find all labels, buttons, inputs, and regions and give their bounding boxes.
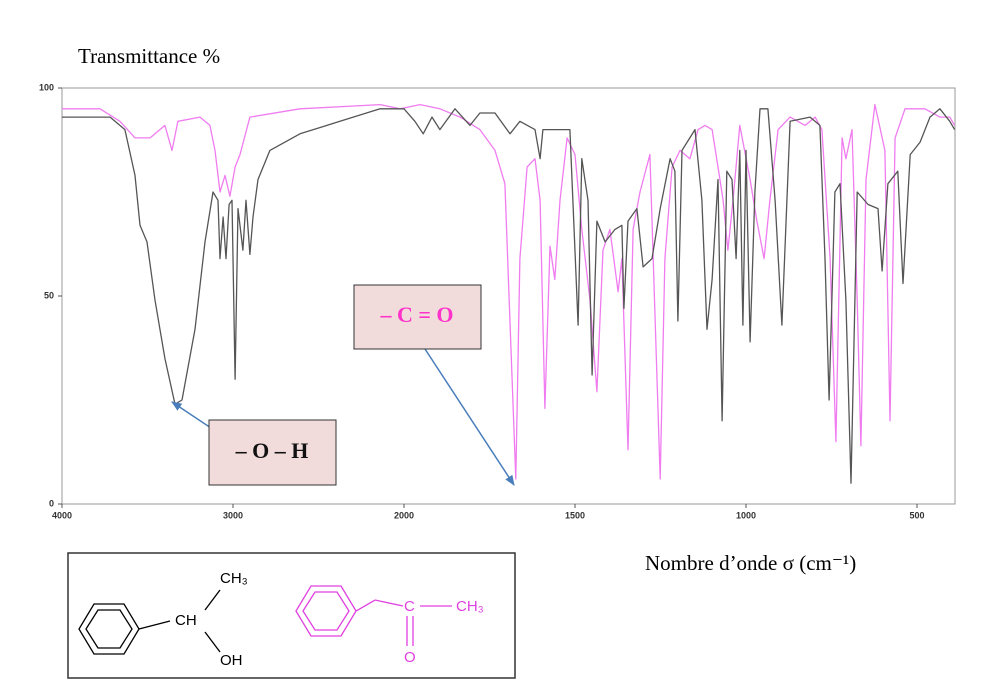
x-tick-label: 2000	[394, 510, 414, 520]
structure-box	[67, 552, 516, 679]
arrow	[171, 401, 212, 429]
atom-label: CH	[175, 612, 197, 629]
x-tick-label: 1500	[565, 510, 585, 520]
arrow	[424, 348, 515, 486]
atom-label: C	[404, 598, 415, 615]
y-tick-label: 50	[44, 290, 54, 300]
annotation-box	[208, 419, 337, 486]
y-tick-label: 0	[49, 498, 54, 508]
x-tick-label: 1000	[736, 510, 756, 520]
x-tick-label: 4000	[52, 510, 72, 520]
atom-label: CH₃	[456, 598, 484, 615]
chart-title: Transmittance %	[78, 44, 220, 68]
spectrum-line	[62, 103, 956, 480]
annotation-box	[353, 284, 482, 350]
annotation: – O – H	[235, 438, 309, 463]
x-axis-label: Nombre d’onde σ (cm⁻¹)	[645, 551, 856, 575]
plot-area: 0 50 100 4000 3000 2000 1500 1000 500	[39, 82, 956, 520]
molecule	[295, 585, 452, 646]
atom-label: CH₃	[220, 570, 248, 587]
y-tick-label: 100	[39, 82, 54, 92]
atom-label: OH	[220, 652, 243, 669]
x-tick-label: 500	[909, 510, 924, 520]
annotation: – C = O	[379, 302, 453, 327]
spectrum-line	[62, 108, 956, 484]
atom-label: O	[404, 649, 416, 666]
molecule	[78, 589, 221, 655]
x-tick-label: 3000	[223, 510, 243, 520]
